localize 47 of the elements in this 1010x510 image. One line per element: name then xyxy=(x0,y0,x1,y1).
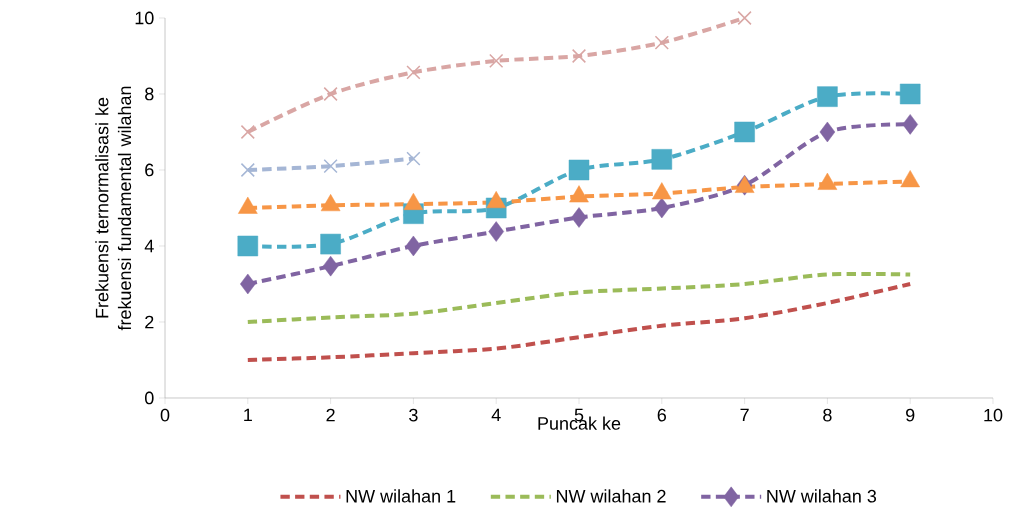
point xyxy=(323,86,338,102)
y-tick-label: 6 xyxy=(145,163,154,177)
point xyxy=(406,151,421,166)
x-tick-label: 3 xyxy=(409,408,418,422)
y-tick-label: 4 xyxy=(144,239,154,253)
x-tick-label: 1 xyxy=(244,408,252,422)
point xyxy=(489,53,504,69)
legend-label: NW wilahan 1 xyxy=(346,489,456,503)
point xyxy=(240,162,255,178)
point xyxy=(654,197,670,219)
point xyxy=(571,48,587,64)
point xyxy=(322,255,339,277)
point xyxy=(819,121,836,143)
point xyxy=(737,10,752,26)
y-tick-label: 8 xyxy=(145,87,154,101)
legend-label: NW wilahan 3 xyxy=(767,489,877,503)
point xyxy=(817,86,838,107)
point xyxy=(568,159,590,181)
x-tick-label: 8 xyxy=(823,408,832,422)
x-tick-label: 7 xyxy=(740,408,749,422)
y-tick-label: 2 xyxy=(145,315,154,329)
x-tick-label: 0 xyxy=(160,408,170,422)
x-tick-label: 10 xyxy=(984,408,1003,422)
x-tick-label: 4 xyxy=(491,408,501,422)
y-tick-label: 10 xyxy=(135,11,154,25)
legend-label: NW wilahan 2 xyxy=(556,489,666,503)
point xyxy=(320,233,341,255)
point xyxy=(240,273,256,295)
x-tick-label: 2 xyxy=(326,408,335,422)
point xyxy=(323,159,338,174)
x-tick-label: 6 xyxy=(657,408,667,422)
point xyxy=(406,65,421,80)
point xyxy=(654,35,669,50)
point xyxy=(571,207,587,228)
line-series xyxy=(245,271,913,324)
point xyxy=(405,235,422,257)
x-tick-label: 9 xyxy=(906,408,915,422)
point xyxy=(902,114,918,135)
point xyxy=(734,121,755,143)
point xyxy=(237,235,259,257)
point xyxy=(240,124,255,140)
line-series xyxy=(245,281,913,362)
y-axis-title: Frekuensi ternormalisasi ke frekuensi fundamental wilahan xyxy=(95,86,132,331)
y-tick-label: 0 xyxy=(145,391,154,405)
point xyxy=(899,83,921,105)
point xyxy=(488,221,504,242)
point xyxy=(651,149,673,170)
